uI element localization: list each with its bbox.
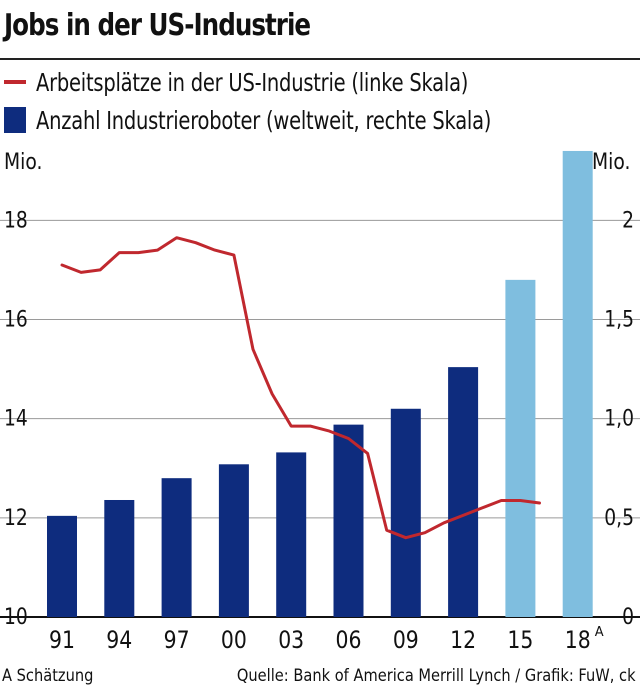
- bar-97: [161, 478, 192, 617]
- left-tick-label-16: 16: [4, 306, 28, 332]
- left-tick-label-10: 10: [4, 604, 28, 630]
- bar-91: [47, 515, 77, 617]
- title-rule: [0, 58, 640, 60]
- source-credit: Quelle: Bank of America Merrill Lynch / …: [237, 666, 636, 686]
- bar-15: [505, 279, 536, 617]
- legend-line-swatch: [4, 80, 26, 84]
- right-tick-label-1,0: 1,0: [604, 405, 634, 431]
- bar-18: [562, 150, 593, 618]
- bar-94: [104, 499, 135, 617]
- x-tick-label-18: 18: [565, 626, 591, 654]
- bar-12: [448, 367, 479, 617]
- right-tick-label-1,5: 1,5: [604, 306, 634, 332]
- x-tick-label-91: 91: [49, 626, 75, 654]
- x-tick-label-97: 97: [164, 626, 190, 654]
- x-tick-label-03: 03: [278, 626, 304, 654]
- bar-00: [218, 464, 249, 617]
- chart-title: Jobs in der US-Industrie: [4, 8, 311, 43]
- left-axis-unit: Mio.: [4, 150, 43, 175]
- x-tick-label-12: 12: [450, 626, 476, 654]
- right-tick-label-0,5: 0,5: [604, 504, 634, 530]
- footnote: A Schätzung: [2, 666, 94, 686]
- right-tick-label-2: 2: [622, 207, 634, 233]
- x-tick-label-09: 09: [393, 626, 419, 654]
- left-tick-label-14: 14: [4, 405, 28, 431]
- legend-bar-label: Anzahl Industrieroboter (weltweit, recht…: [36, 105, 492, 135]
- right-tick-label-0: 0: [622, 604, 634, 630]
- x-tick-superscript-18: A: [595, 625, 604, 640]
- left-tick-label-18: 18: [4, 207, 28, 233]
- legend-line-label: Arbeitsplätze in der US-Industrie (linke…: [36, 67, 469, 97]
- legend-bar-swatch: [4, 107, 26, 133]
- x-tick-label-94: 94: [106, 626, 132, 654]
- left-tick-label-12: 12: [4, 504, 28, 530]
- legend-bar-entry: Anzahl Industrieroboter (weltweit, recht…: [0, 104, 620, 136]
- line-series-us-industry-jobs: [60, 236, 541, 540]
- bar-06: [333, 424, 364, 617]
- right-axis-unit: Mio.: [592, 150, 631, 175]
- x-tick-label-15: 15: [507, 626, 533, 654]
- x-tick-label-00: 00: [221, 626, 247, 654]
- bar-09: [390, 408, 421, 617]
- legend-line-entry: Arbeitsplätze in der US-Industrie (linke…: [0, 66, 590, 98]
- x-tick-label-06: 06: [336, 626, 362, 654]
- bar-03: [276, 452, 307, 617]
